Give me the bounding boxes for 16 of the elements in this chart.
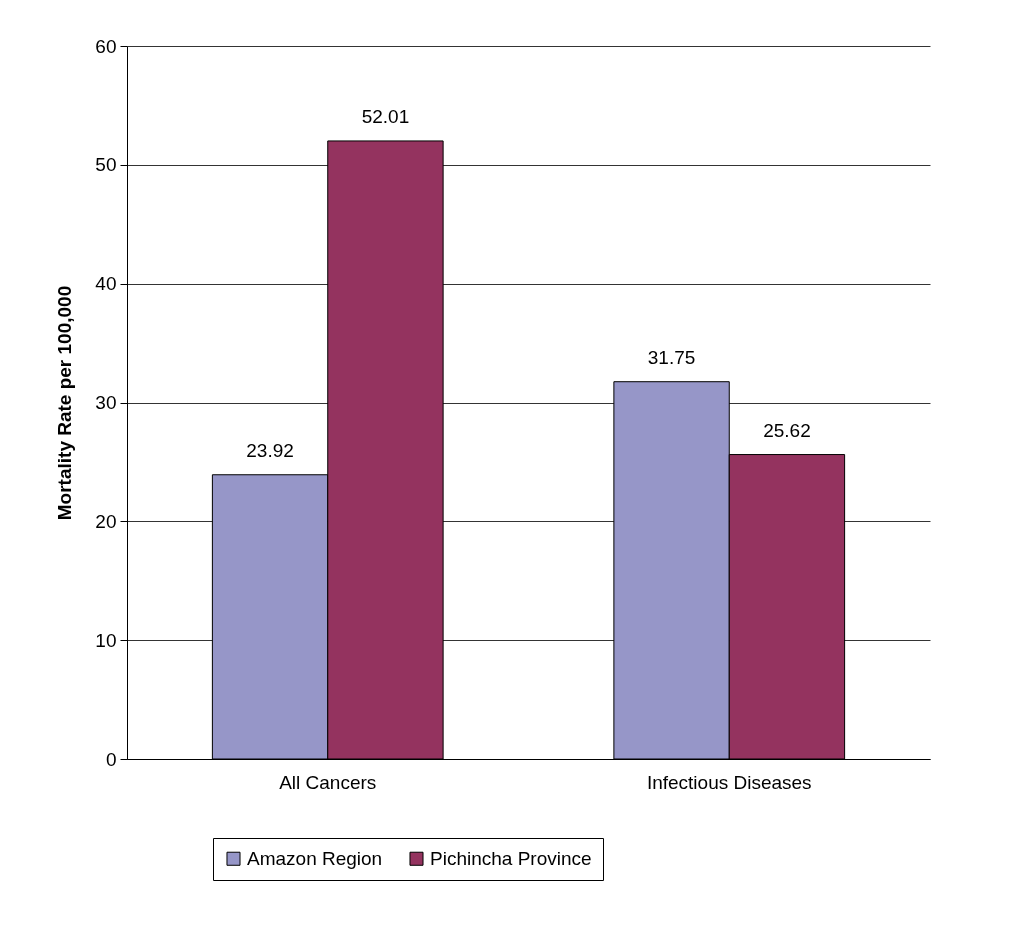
y-tick-label: 60 — [95, 35, 117, 57]
y-tick-label: 30 — [95, 392, 117, 413]
data-label: 52.01 — [361, 105, 410, 127]
legend-label: Amazon Region — [247, 847, 383, 869]
y-tick-label: 0 — [105, 748, 117, 770]
data-label: 25.62 — [763, 419, 811, 441]
data-label: 31.75 — [647, 346, 696, 368]
x-tick-label: All Cancers — [279, 771, 377, 793]
y-axis-title: Mortality Rate per 100,000 — [54, 285, 76, 521]
data-label: 23.92 — [246, 439, 294, 461]
y-tick-label: 50 — [95, 154, 117, 176]
legend-label: Pichincha Province — [430, 847, 592, 869]
x-tick-label: Infectious Diseases — [646, 771, 812, 793]
y-tick-label: 40 — [95, 273, 117, 295]
y-tick-label: 10 — [95, 629, 117, 651]
y-tick-label: 20 — [95, 510, 117, 532]
